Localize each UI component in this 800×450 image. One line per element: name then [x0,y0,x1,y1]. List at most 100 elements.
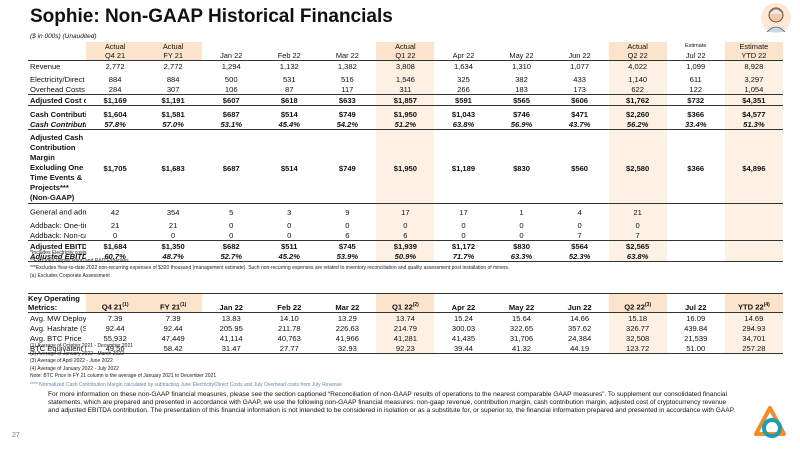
value-cell: 307 [144,84,203,95]
value-cell: $618 [260,94,319,106]
value-cell: 382 [515,74,528,84]
note-line: (2) Average of January 2022 - March 2022 [30,350,124,357]
row-label-cell: Adjusted Cost of Cryptocurrency Revenue … [28,94,87,106]
value-cell: 48.7% [144,251,203,262]
empty-cell [667,241,725,252]
value-cell: $749 [338,109,356,119]
value-cell: 53.1% [202,119,261,130]
value-cell: 21 [168,220,178,230]
value-cell: 32.93 [318,343,377,354]
value-cell: 40,763 [277,333,301,343]
value-cell: 0 [461,220,466,230]
column-header-label: Mar 22 [335,303,360,312]
column-header-label: FY 21 [163,51,183,60]
value-cell: 56.9% [492,119,551,130]
value-cell: $732 [666,94,725,106]
row-label: Avg. Hashrate (SHA-256, PH/s) [30,323,87,333]
row-label: Adjusted EBITDA Contribution [30,241,86,251]
column-header: Jan 22 [202,293,261,313]
value-cell: $1,705 [86,129,145,204]
row-label-cell: Addback: One-time expenses [28,217,86,230]
value-cell: 0 [86,230,145,241]
value-cell: 173 [550,84,609,95]
value-cell: $1,043 [451,109,476,119]
column-header-label: Jun 22 [568,51,591,60]
value-cell: $1,950 [376,105,435,119]
value-cell: 24,384 [567,333,592,343]
value-cell: 41,435 [451,333,476,343]
value-cell: $687 [222,109,240,119]
value-cell: 0 [229,220,234,230]
value-cell: 41,966 [335,333,359,343]
value-cell: 0 [202,230,261,241]
value-cell: 92.44 [163,323,183,333]
value-cell: 21 [110,220,120,230]
value-cell: $564 [571,241,589,251]
value-cell: 1 [519,207,524,217]
financials-table: Actual Q4 21 Actual FY 21 Jan 22 Feb 22 Mar 22… [28,42,783,262]
value-cell: 13.83 [221,313,241,323]
value-cell: 54.2% [318,119,377,130]
column-header: Apr 22 [434,293,493,313]
note-line: *Includes Electricity costs [30,250,87,256]
row-label: BTC Equivalent Mined [28,343,87,354]
row-label: Avg. BTC Price [30,333,82,343]
value-cell: 41,114 [219,333,243,343]
value-cell: 52.7% [202,251,261,262]
note-line: **Excludes Depreciation and R&D Expenses [30,257,129,264]
financial-notes: *Includes Electricity costs **Excludes De… [30,250,509,280]
row-label-cell: Adjusted EBITDA Contribution(Non-GAAP) [28,241,86,252]
note-line: Note: BTC Price in FY 21 column is the a… [30,373,217,379]
column-header-label: Q2 22 [627,51,648,60]
value-cell: 15.24 [453,313,473,323]
value-cell: $1,189 [434,129,493,204]
value-cell: 42 [110,207,120,217]
value-cell: 0 [577,220,582,230]
column-header: Estimate Jul 22 [667,42,725,61]
value-cell: 52.3% [550,251,609,262]
value-cell: $2,565 [608,240,667,251]
value-cell: $606 [550,94,609,106]
value-cell: $1,684 [103,241,127,251]
value-cell: 43.7% [550,119,609,130]
value-cell: 439.84 [684,323,708,333]
value-cell: 57.0% [144,119,203,130]
metric-notes: (1) Average of October 2021 - December 2… [30,343,216,381]
value-cell: 56.2% [608,119,667,130]
value-cell: 92.23 [376,343,435,354]
column-header: Jan 22 [202,42,260,61]
value-cell: $1,191 [144,94,203,106]
column-header: YTD 22(4) [724,293,783,313]
value-cell: 183 [492,84,551,95]
column-header-label: Q1 22 [392,303,413,312]
empty-cell [724,230,783,241]
value-cell: 13.29 [337,313,357,323]
column-header-label: Q4 21 [101,303,123,312]
value-cell: 0 [345,220,350,230]
value-cell: 622 [608,84,667,95]
value-cell: 9 [345,207,350,217]
value-cell: 211.78 [277,323,301,333]
value-cell: 6 [376,230,435,241]
column-header: Actual Q2 22 [608,42,667,61]
note-line: (4) Average of January 2022 - July 2022 [30,365,119,372]
row-label: Adjusted Cost of Cryptocurrency Revenue … [30,95,86,105]
table-row: Avg. MW Deployed 7.39 7.39 13.83 14.10 13.29 1… [28,312,783,323]
value-cell: $514 [280,109,298,119]
value-cell: 5 [229,207,234,217]
column-header-label: Jan 22 [219,303,244,312]
value-cell: 433 [573,74,586,84]
value-cell: 214.79 [376,323,435,333]
value-cell: 4,022 [608,60,667,71]
column-header: Jul 22 [666,293,725,313]
value-cell: $682 [222,241,240,251]
column-header-label: Jul 22 [685,51,706,60]
empty-cell [724,203,783,217]
column-header-top: Actual [162,42,184,51]
table-row: Revenue 2,772 2,772 1,294 1,132 1,382 3,808 1,6… [28,60,783,71]
value-cell: 47,449 [161,333,185,343]
value-cell: $2,580 [608,129,667,204]
value-cell: 7.39 [165,313,181,323]
avatar-icon [761,3,791,33]
